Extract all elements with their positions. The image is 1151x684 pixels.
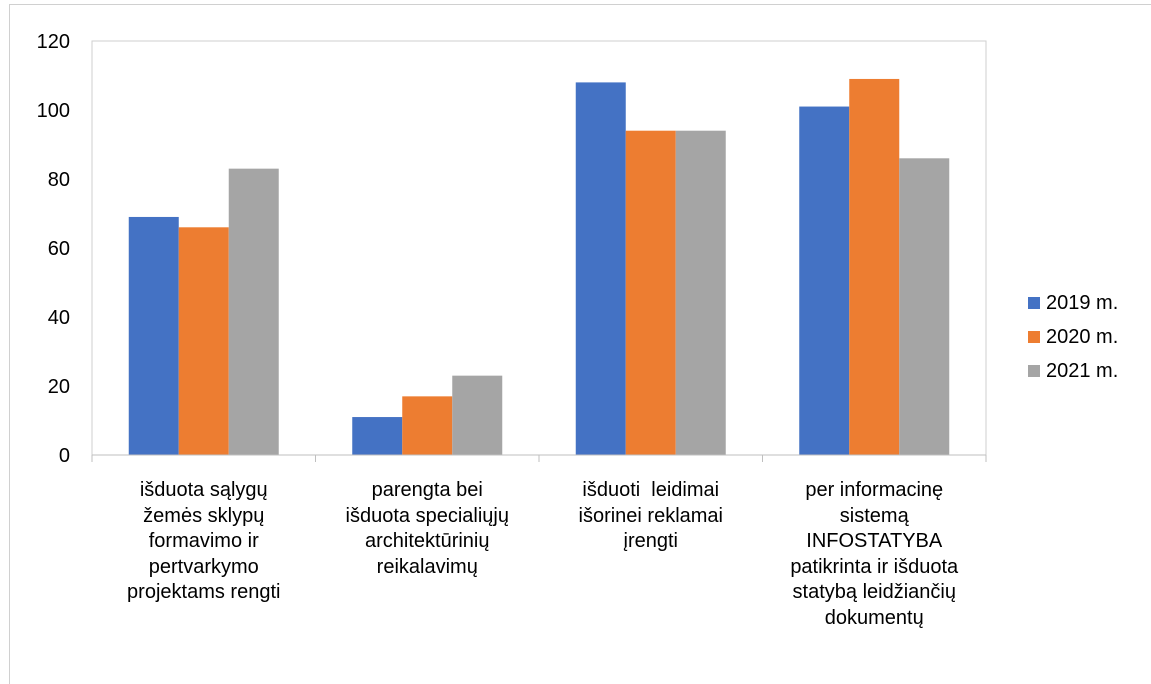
x-category-label-line: dokumentų [824,606,924,629]
x-category-label-line: parengta bei [371,479,483,501]
x-category-label-line: išorinei reklamai [578,504,724,527]
legend-item: 2019 m. [1028,286,1118,320]
bar-2019-m-cat-1 [128,216,179,455]
bar-2020-m-cat-3 [625,130,676,455]
legend-label: 2019 m. [1046,291,1119,314]
bar-2020-m-cat-2 [402,396,453,455]
bar-2021-m-cat-1 [228,168,279,455]
bar-2021-m-cat-2 [452,375,503,455]
bar-2020-m-cat-4 [849,78,900,455]
x-category-label: per informacinę sistemą INFOSTATYBA patikri… [774,478,974,631]
bar-2019-m-cat-3 [575,82,626,456]
x-category-label-line: išduota sąlygų [139,479,268,501]
x-category-label-line: architektūrinių [364,530,490,552]
chart-frame [9,4,1151,684]
x-category-label-line: INFOSTATYBA [806,530,943,552]
x-category-label-line: per informacinę [805,479,944,501]
legend-swatch [1028,331,1040,343]
x-category-label-line: formavimo ir [148,530,259,552]
x-category-label-line: projektams rengti [127,581,281,603]
x-category-label-line: statybą leidžiančių [792,581,956,603]
x-category-label-line: įrengti [623,530,678,552]
x-category-label-line: reikalavimų [376,555,478,578]
legend-item: 2020 m. [1028,320,1118,354]
x-category-label-line: išduota specialiųjų [345,504,509,527]
y-tick-label: 20 [48,376,70,398]
bar-2020-m-cat-1 [178,227,229,455]
bar-2019-m-cat-4 [799,106,850,456]
x-category-label: parengta bei išduota specialiųjų architekt… [327,478,527,580]
y-tick-label: 100 [37,100,70,122]
y-tick-label: 60 [48,238,70,260]
y-tick-label: 40 [48,307,70,329]
x-category-label-line: žemės sklypų [143,504,265,527]
legend-swatch [1028,297,1040,309]
bars [128,78,950,456]
legend-item: 2021 m. [1028,354,1118,388]
bar-2021-m-cat-3 [675,130,726,455]
y-axis-ticks: 0 20 40 60 80 100 120 [37,31,70,467]
x-category-label-line: patikrinta ir išduota [790,555,959,578]
x-category-label: išduoti leidimai išorinei reklamai įrengti [551,478,751,555]
bar-2021-m-cat-4 [899,158,950,456]
y-tick-label: 0 [59,445,70,467]
x-category-label-line: išduoti leidimai [582,479,720,501]
x-axis [91,454,987,462]
legend-label: 2021 m. [1046,359,1119,382]
legend-swatch [1028,365,1040,377]
x-category-label-line: sistemą [839,504,909,527]
bar-2019-m-cat-2 [352,417,403,455]
x-category-label-line: pertvarkymo [148,555,259,578]
y-tick-label: 120 [37,31,70,53]
legend: 2019 m. 2020 m. 2021 m. [1028,286,1118,388]
legend-label: 2020 m. [1046,325,1119,348]
x-category-label: išduota sąlygų žemės sklypų formavimo ir pe… [104,478,304,606]
y-tick-label: 80 [48,169,70,191]
